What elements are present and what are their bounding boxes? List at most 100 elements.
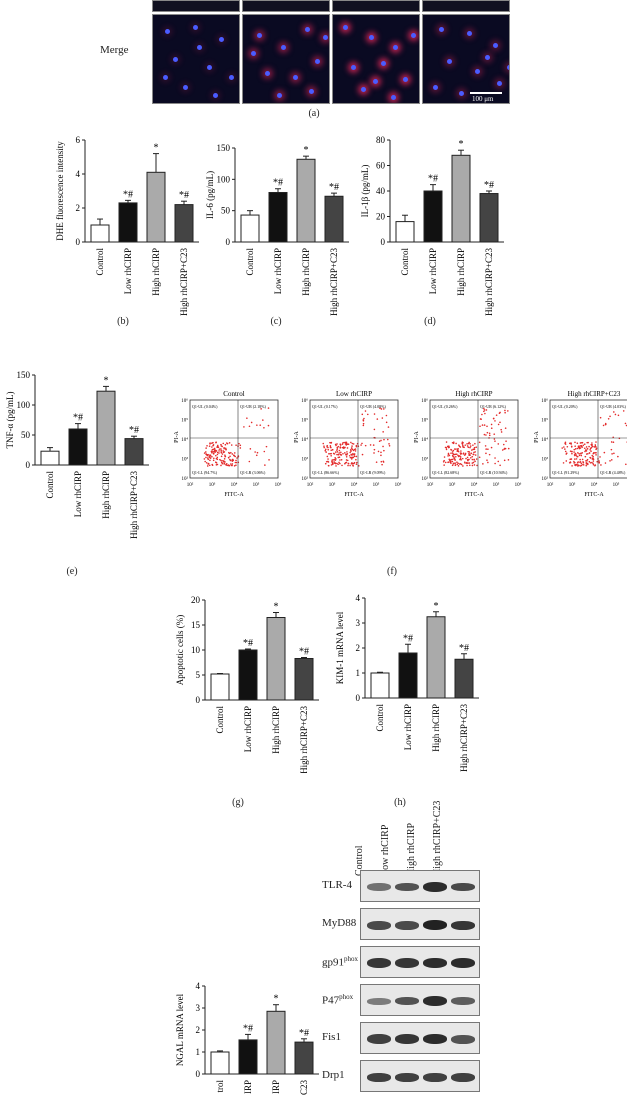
flow-dot [220,452,223,454]
flow-dot [598,461,601,463]
flow-dot [373,448,376,451]
cell-nucleus [381,61,386,66]
flow-dot [375,461,378,463]
flow-dot [227,464,230,467]
flow-dot [466,464,468,467]
flow-dot [579,447,582,449]
microscopy-top-strip-3 [332,0,420,12]
flow-dot [497,443,500,445]
flow-dot [327,446,329,449]
flow-dot [450,448,452,451]
category-label: Control [375,704,385,732]
flow-dot [448,445,450,447]
cell-nucleus [507,65,509,70]
flow-dot [467,442,470,445]
flow-dot [347,464,349,467]
bar [238,649,258,701]
flow-dot [354,450,357,452]
panel-label-h: (h) [394,797,406,808]
flow-dot [575,454,578,456]
flow-dot [355,463,358,466]
x-tick-label: 10⁴ [231,482,238,488]
flow-dot [494,457,496,459]
flow-dot [565,453,568,455]
flow-dot [468,462,471,464]
flow-dot [468,450,470,453]
flow-dot [339,447,342,449]
flow-dot [379,407,381,409]
protein-name: MyD88 [322,917,357,929]
flow-dot [260,408,262,410]
flow-dot [345,461,348,464]
x-tick-label: 10³ [449,482,456,488]
flow-dot [212,444,214,447]
flow-dot [324,449,327,452]
flow-dot [229,455,231,458]
flow-dot [453,453,456,456]
chart-dhe-intensity: 0 2 4 6 DHE fluorescence intensity Control *# L… [55,135,199,316]
y-tick-label: 4 [196,981,201,991]
flow-dot [336,446,339,449]
quadrant-label: Q1-UL (0.26%) [432,404,458,409]
flow-dot [218,452,220,454]
flow-dot [324,462,327,465]
flow-dot [471,455,474,458]
flow-dot [595,441,597,443]
flow-dot [574,452,577,455]
x-axis-label: FITC-A [344,492,364,498]
flow-dot [443,456,446,458]
flow-dot [450,452,452,454]
flow-dot [351,442,354,445]
flow-dot [472,453,475,456]
flow-dot [380,408,383,410]
blot-band [367,883,391,891]
cell-nucleus [281,45,286,50]
flow-dot [334,462,337,465]
flow-dot [211,448,214,451]
flow-dot [603,451,606,454]
flow-dot [581,446,584,448]
blot-band [423,920,447,930]
flow-dot [216,453,219,456]
flow-dot [474,451,476,453]
flow-cytometry-panel: Control Q1-UL (0.04%) Q1-UR (2.18%) Q1-LL (… [174,390,627,498]
flow-dot [373,428,376,431]
flow-dot [466,456,469,459]
flow-dot [353,453,356,456]
flow-dot [263,426,265,429]
y-tick-label: 50 [221,206,231,216]
flow-dot [502,443,505,446]
flow-dot [231,453,234,455]
flow-plot-frame [189,399,279,479]
flow-dot [334,451,337,453]
cell-nucleus [163,75,168,80]
flow-dot [211,442,213,445]
quadrant-label: Q1-UR (6.12%) [480,404,506,409]
flow-dot [456,448,458,450]
category-label: trol [215,1080,225,1093]
flow-dot [586,460,588,462]
blot-band [451,920,475,930]
flow-dot [212,452,215,455]
significance-label: *# [123,189,133,200]
significance-label: *# [299,647,309,658]
flow-dot [591,454,594,457]
flow-plot-frame [549,399,627,479]
x-tick-label: 10⁴ [591,482,598,488]
category-label: High rhCIRP [151,248,161,296]
x-tick-label: 10³ [209,482,216,488]
flow-dot [330,442,332,444]
flow-dot [325,451,327,453]
flow-dot [347,443,350,446]
significance-label: *# [484,180,494,191]
y-tick-label: 2 [356,643,361,653]
y-tick-label: 10⁴ [421,437,428,443]
y-tick-label: 6 [76,135,81,145]
cell-nucleus [361,87,366,92]
flow-dot [497,460,500,463]
flow-dot [206,457,209,459]
blot-band [367,1034,391,1044]
flow-dot [573,461,576,464]
bar [398,652,418,699]
y-tick-label: 2 [76,203,81,213]
